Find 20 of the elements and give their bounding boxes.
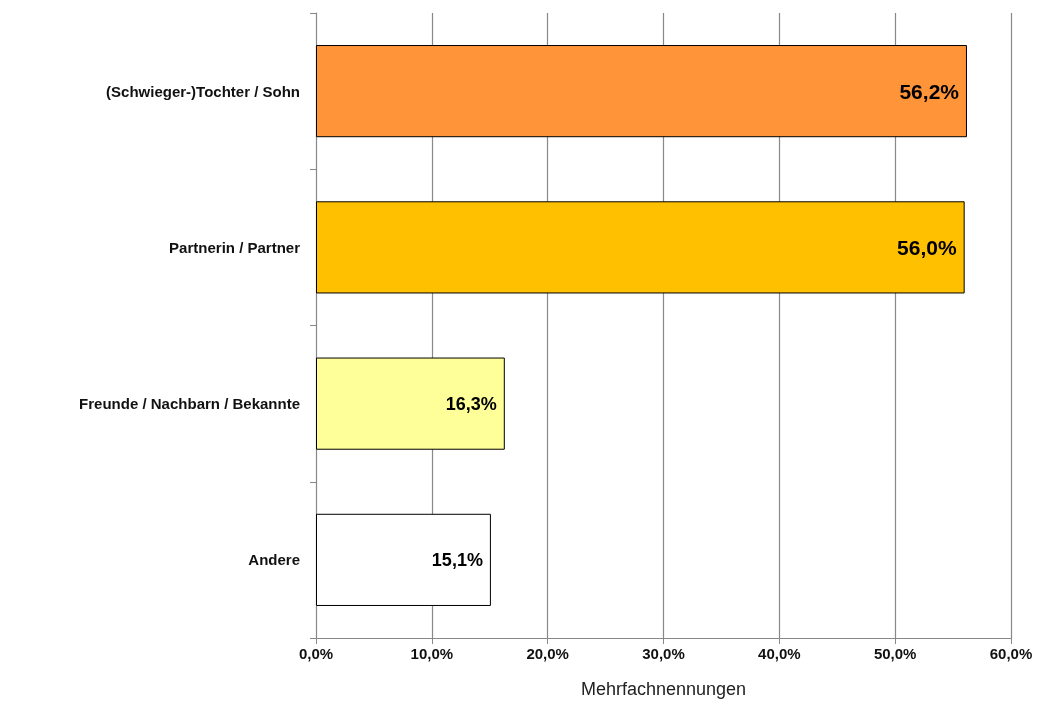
x-tick-label: 40,0% — [758, 645, 801, 662]
bar — [316, 201, 965, 294]
x-tick-label: 10,0% — [410, 645, 454, 662]
y-tick-label: Freunde / Nachbarn / Bekannte — [79, 395, 300, 413]
data-label: 56,2% — [899, 79, 960, 103]
data-label: 15,1% — [431, 549, 483, 570]
bar — [316, 45, 967, 138]
x-tick-label: 30,0% — [642, 645, 685, 662]
y-tick-label: Andere — [248, 551, 300, 569]
y-tick-label: Partnerin / Partner — [169, 238, 301, 256]
y-tick-label: (Schwieger-)Tochter / Sohn — [106, 82, 300, 100]
data-label: 16,3% — [445, 393, 497, 414]
x-tick-label: 50,0% — [873, 645, 917, 662]
bar — [316, 357, 505, 450]
x-tick-label: 0,0% — [298, 645, 334, 662]
x-axis-title: Mehrfachnennungen — [580, 679, 747, 699]
x-tick-label: 20,0% — [526, 645, 569, 662]
bar — [316, 513, 491, 606]
data-label: 56,0% — [897, 235, 957, 259]
x-tick-label: 60,0% — [989, 645, 1033, 662]
